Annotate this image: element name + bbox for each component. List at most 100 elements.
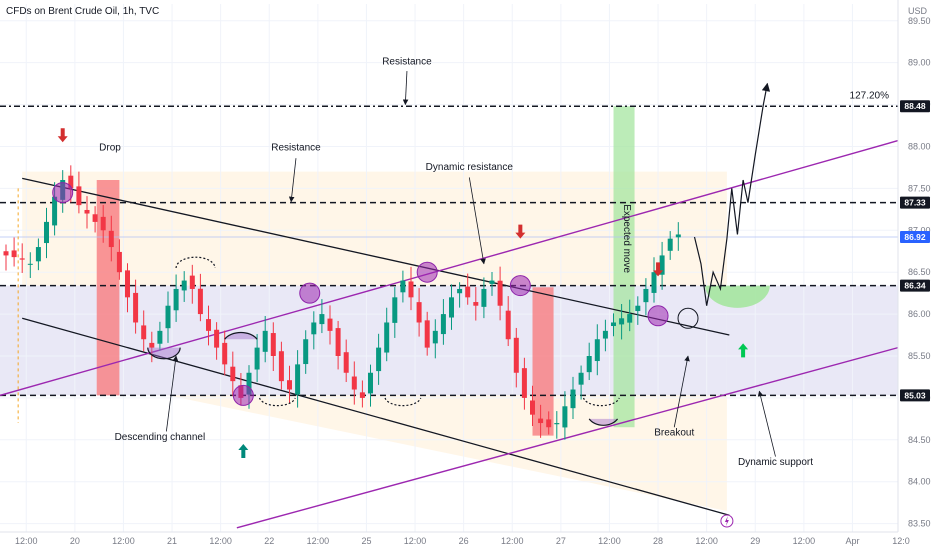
price-tick-label: 84.00 [908,477,931,487]
candle-body [311,322,317,335]
level-badge: 87.33 [904,198,926,208]
touch-circle [647,305,669,327]
candle-body [627,314,633,323]
price-tick-label: 84.50 [908,435,931,445]
level-badge: 88.48 [904,101,926,111]
time-tick-label: 27 [556,536,566,546]
candle-body [611,322,616,327]
candles-layer [3,165,681,440]
candle-body [343,352,349,373]
leader-arrow [402,71,409,106]
leader-arrow [468,177,486,265]
candle-body [125,270,130,298]
candle-body [295,364,301,395]
candle-body [513,337,519,373]
candle-body [594,339,600,362]
candle-body [359,392,365,398]
candle-body [457,288,463,294]
candle-body [214,329,220,348]
price-tick-label: 89.00 [908,58,931,68]
time-tick-label: 12:0 [892,536,910,546]
price-tick-label: 86.50 [908,267,931,277]
time-tick-label: 12:00 [15,536,38,546]
price-tick-label: 87.50 [908,183,931,193]
expected-move-label: Expected move [621,204,632,273]
resistance-top-label: Resistance [382,56,432,67]
level-badge-bg [900,279,930,292]
candle-body [562,406,568,428]
touch-circle [299,282,321,304]
candle-body [667,238,673,251]
top-touch-arc [224,331,258,340]
price-axis [898,0,932,550]
leader-arrow [288,158,297,203]
channel-top-line [22,177,730,336]
candle-body [497,280,503,306]
candle-body [481,288,487,307]
fib-label: 127.20% [850,91,890,102]
candle-body [262,330,268,352]
candle-body [578,372,584,385]
time-tick-label: 12:00 [209,536,232,546]
dotted-top-arc [175,256,216,269]
candle-body [116,251,122,273]
time-tick-label: 29 [750,536,760,546]
bottom-touch-arc-2 [588,418,619,426]
descending-channel-label: Descending channel [115,432,206,443]
leader-arrow [165,355,179,432]
channel-bottom-line [22,317,730,516]
candle-body [473,302,479,306]
candle-body [181,280,187,291]
price-tick-label: 85.50 [908,351,931,361]
candle-body [319,314,325,325]
resistance-label: Resistance [271,143,321,154]
candle-body [149,342,155,348]
level-badge-bg [900,196,930,209]
candle-body [635,305,641,312]
candle-body [659,255,665,275]
current-price-badge: 86.92 [904,232,926,242]
time-tick-label: 28 [653,536,663,546]
time-tick-label: 12:00 [695,536,718,546]
touch-circle [232,384,254,406]
candle-body [335,328,341,356]
time-tick-label: 12:00 [307,536,330,546]
buy-arrow [738,343,749,358]
touch-circle [52,182,74,204]
candle-body [76,186,82,206]
candle-body [3,251,9,256]
candle-body [351,376,357,390]
time-tick-label: 12:00 [501,536,524,546]
lower-shaded-zone [168,395,727,512]
candle-body [570,389,576,409]
candle-body [157,330,163,344]
time-tick-label: 21 [167,536,177,546]
drop-label: Drop [99,143,121,154]
candle-body [554,423,560,425]
candle-body [206,319,211,331]
candle-body [376,347,382,372]
candle-body [84,209,90,214]
candle-body [246,372,252,395]
candle-body [189,275,195,289]
candle-body [546,419,552,428]
time-tick-label: 20 [70,536,80,546]
candle-body [538,418,544,424]
currency-label: USD [908,6,928,16]
candle-body [521,368,527,398]
leader-arrow [673,355,690,428]
dynamic-resistance-label: Dynamic resistance [426,162,514,173]
candle-body [586,356,592,373]
time-tick-label: 12:00 [404,536,427,546]
candle-body [173,288,179,311]
drop-zone-2 [532,287,554,436]
candle-body [108,230,114,248]
candle-body [400,280,406,293]
candle-body [530,400,535,415]
candle-body [651,272,657,293]
candle-body [133,292,139,323]
candle-body [278,351,284,382]
dotted-bottom-arc [582,397,620,407]
